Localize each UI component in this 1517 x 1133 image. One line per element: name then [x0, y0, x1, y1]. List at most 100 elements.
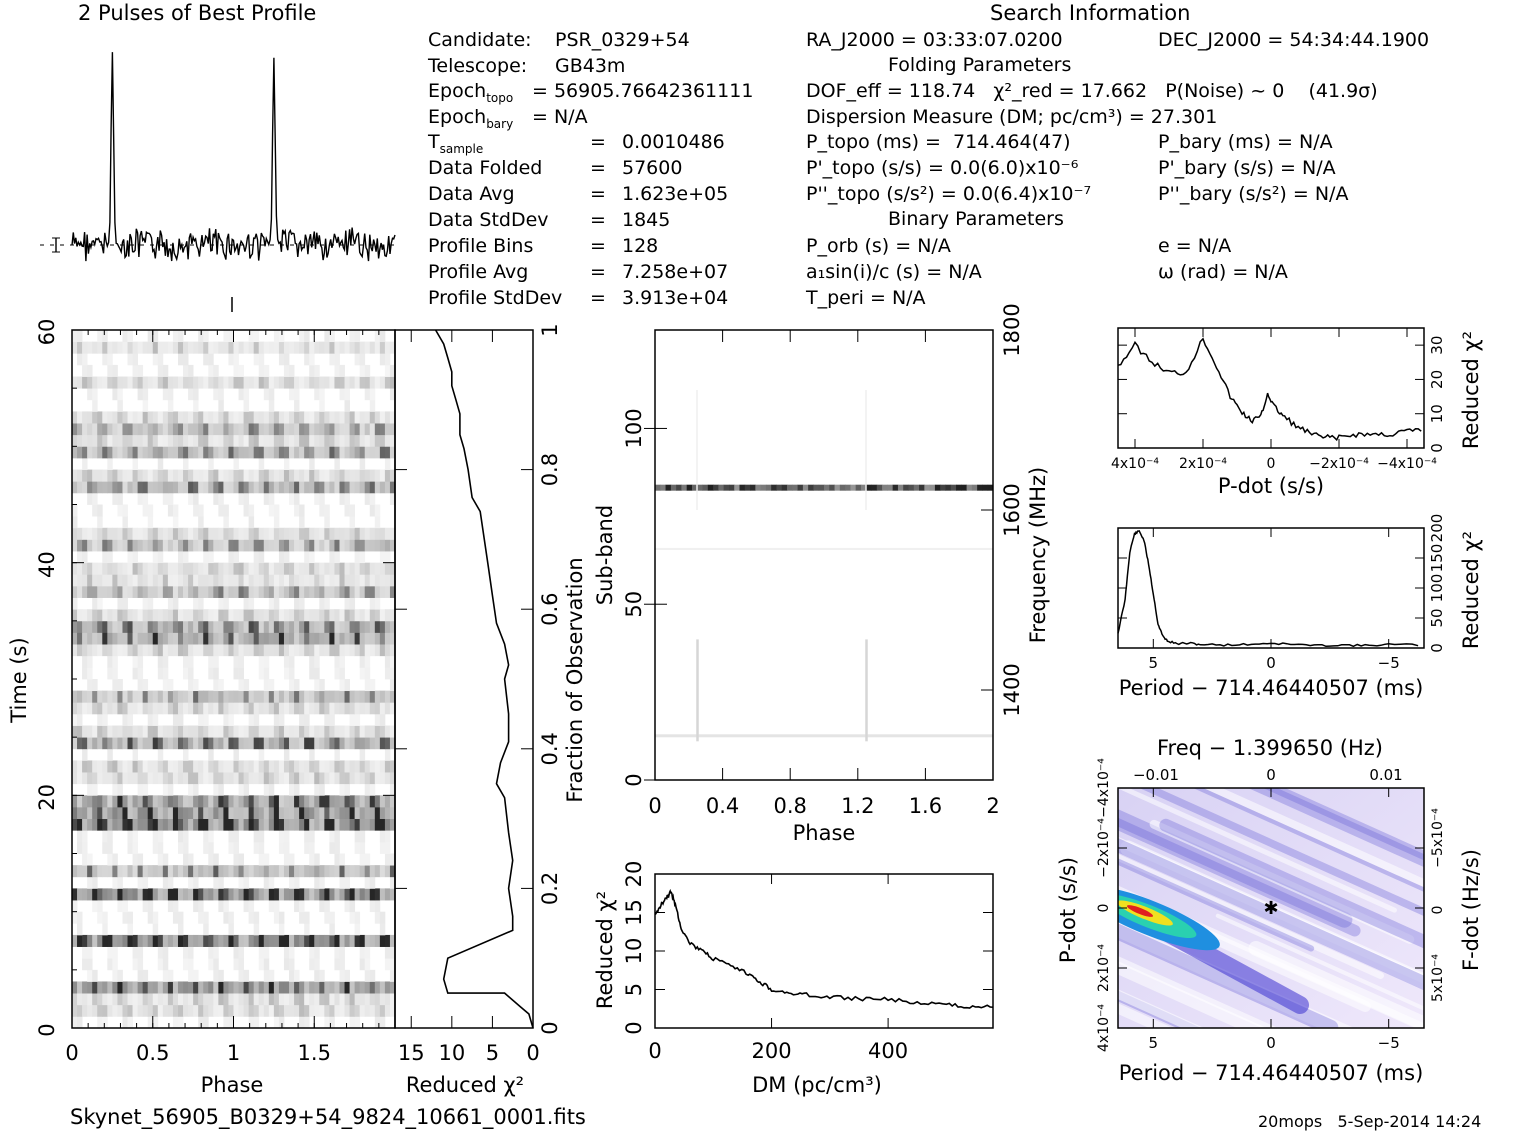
heatmap-cell — [389, 888, 396, 901]
heatmap-cell — [122, 620, 128, 633]
heatmap-cell — [172, 341, 179, 354]
heatmap-cell — [127, 981, 133, 994]
rfi-band-cell — [760, 484, 767, 491]
heatmap-cell — [263, 411, 270, 424]
heatmap-cell — [213, 434, 219, 447]
heatmap-cell — [223, 423, 229, 436]
heatmap-cell — [283, 806, 290, 819]
heatmap-cell — [167, 469, 174, 482]
heatmap-cell — [329, 481, 335, 494]
heatmap-cell — [97, 411, 103, 424]
heatmap-cell — [87, 783, 93, 796]
heatmap-cell — [359, 655, 366, 668]
heatmap-cell — [374, 469, 381, 482]
heatmap-cell — [263, 958, 270, 971]
heatmap-cell — [329, 795, 335, 808]
heatmap-cell — [97, 597, 103, 610]
heatmap-cell — [369, 527, 376, 540]
heatmap-cell — [102, 1016, 108, 1029]
heatmap-cell — [228, 865, 234, 878]
heatmap-cell — [268, 981, 275, 994]
heatmap-cell — [122, 516, 128, 529]
heatmap-cell — [193, 865, 199, 878]
rfi-band-cell — [982, 484, 989, 491]
heatmap-cell — [137, 574, 144, 587]
heatmap-cell — [283, 818, 290, 831]
heatmap-cell — [379, 446, 386, 459]
heatmap-cell — [359, 609, 366, 622]
heatmap-cell — [162, 481, 169, 494]
heatmap-cell — [203, 585, 209, 598]
tick-label: 0.4 — [706, 794, 739, 818]
heatmap-cell — [258, 690, 265, 703]
heatmap-cell — [162, 388, 169, 401]
heatmap-cell — [72, 690, 78, 703]
heatmap-cell — [117, 795, 123, 808]
heatmap-cell — [314, 644, 320, 657]
heatmap-cell — [152, 609, 159, 622]
heatmap-cell — [193, 876, 199, 889]
heatmap-cell — [334, 446, 340, 459]
heatmap-cell — [127, 620, 133, 633]
heatmap-cell — [208, 341, 214, 354]
heatmap-cell — [238, 1004, 244, 1017]
heatmap-cell — [248, 376, 255, 389]
heatmap-cell — [233, 457, 239, 470]
heatmap-cell — [157, 702, 164, 715]
heatmap-cell — [238, 806, 244, 819]
heatmap-cell — [152, 841, 159, 854]
heatmap-cell — [183, 981, 189, 994]
heatmap-cell — [324, 469, 330, 482]
heatmap-cell — [183, 423, 189, 436]
heatmap-cell — [294, 725, 300, 738]
heatmap-cell — [172, 795, 179, 808]
heatmap-cell — [198, 434, 204, 447]
heatmap-cell — [167, 632, 174, 645]
heatmap-cell — [228, 562, 234, 575]
heatmap-cell — [384, 981, 391, 994]
heatmap-cell — [359, 667, 366, 680]
heatmap-cell — [193, 818, 199, 831]
heatmap-cell — [122, 911, 128, 924]
heatmap-cell — [384, 806, 391, 819]
heatmap-cell — [329, 1016, 335, 1029]
heatmap-cell — [319, 574, 325, 587]
heatmap-cell — [304, 760, 310, 773]
heatmap-cell — [329, 1004, 335, 1017]
heatmap-cell — [389, 679, 396, 692]
heatmap-cell — [309, 632, 315, 645]
heatmap-cell — [278, 806, 285, 819]
heatmap-cell — [238, 364, 244, 377]
heatmap-cell — [112, 655, 118, 668]
heatmap-cell — [354, 620, 361, 633]
heatmap-cell — [112, 644, 118, 657]
heatmap-cell — [92, 620, 98, 633]
heatmap-cell — [117, 469, 123, 482]
heatmap-cell — [314, 539, 320, 552]
heatmap-cell — [177, 434, 184, 447]
heatmap-cell — [183, 457, 189, 470]
tick-label: 2x10⁻⁴ — [1096, 944, 1112, 992]
heatmap-cell — [132, 841, 139, 854]
heatmap-cell — [97, 609, 103, 622]
heatmap-cell — [102, 865, 108, 878]
heatmap-cell — [198, 341, 204, 354]
heatmap-cell — [238, 853, 244, 866]
heatmap-cell — [319, 504, 325, 517]
heatmap-cell — [72, 527, 78, 540]
heatmap-cell — [77, 574, 83, 587]
heatmap-cell — [228, 609, 234, 622]
heatmap-cell — [349, 585, 356, 598]
heatmap-cell — [289, 574, 295, 587]
heatmap-cell — [314, 795, 320, 808]
heatmap-cell — [183, 585, 189, 598]
heatmap-cell — [198, 411, 204, 424]
info-pdtopo: P'_topo (s/s) = 0.0(6.0)x10⁻⁶ — [806, 157, 1079, 179]
heatmap-cell — [384, 632, 391, 645]
heatmap-cell — [132, 865, 139, 878]
heatmap-cell — [369, 492, 376, 505]
heatmap-cell — [127, 644, 133, 657]
heatmap-cell — [117, 504, 123, 517]
heatmap-cell — [258, 737, 265, 750]
heatmap-cell — [208, 481, 214, 494]
